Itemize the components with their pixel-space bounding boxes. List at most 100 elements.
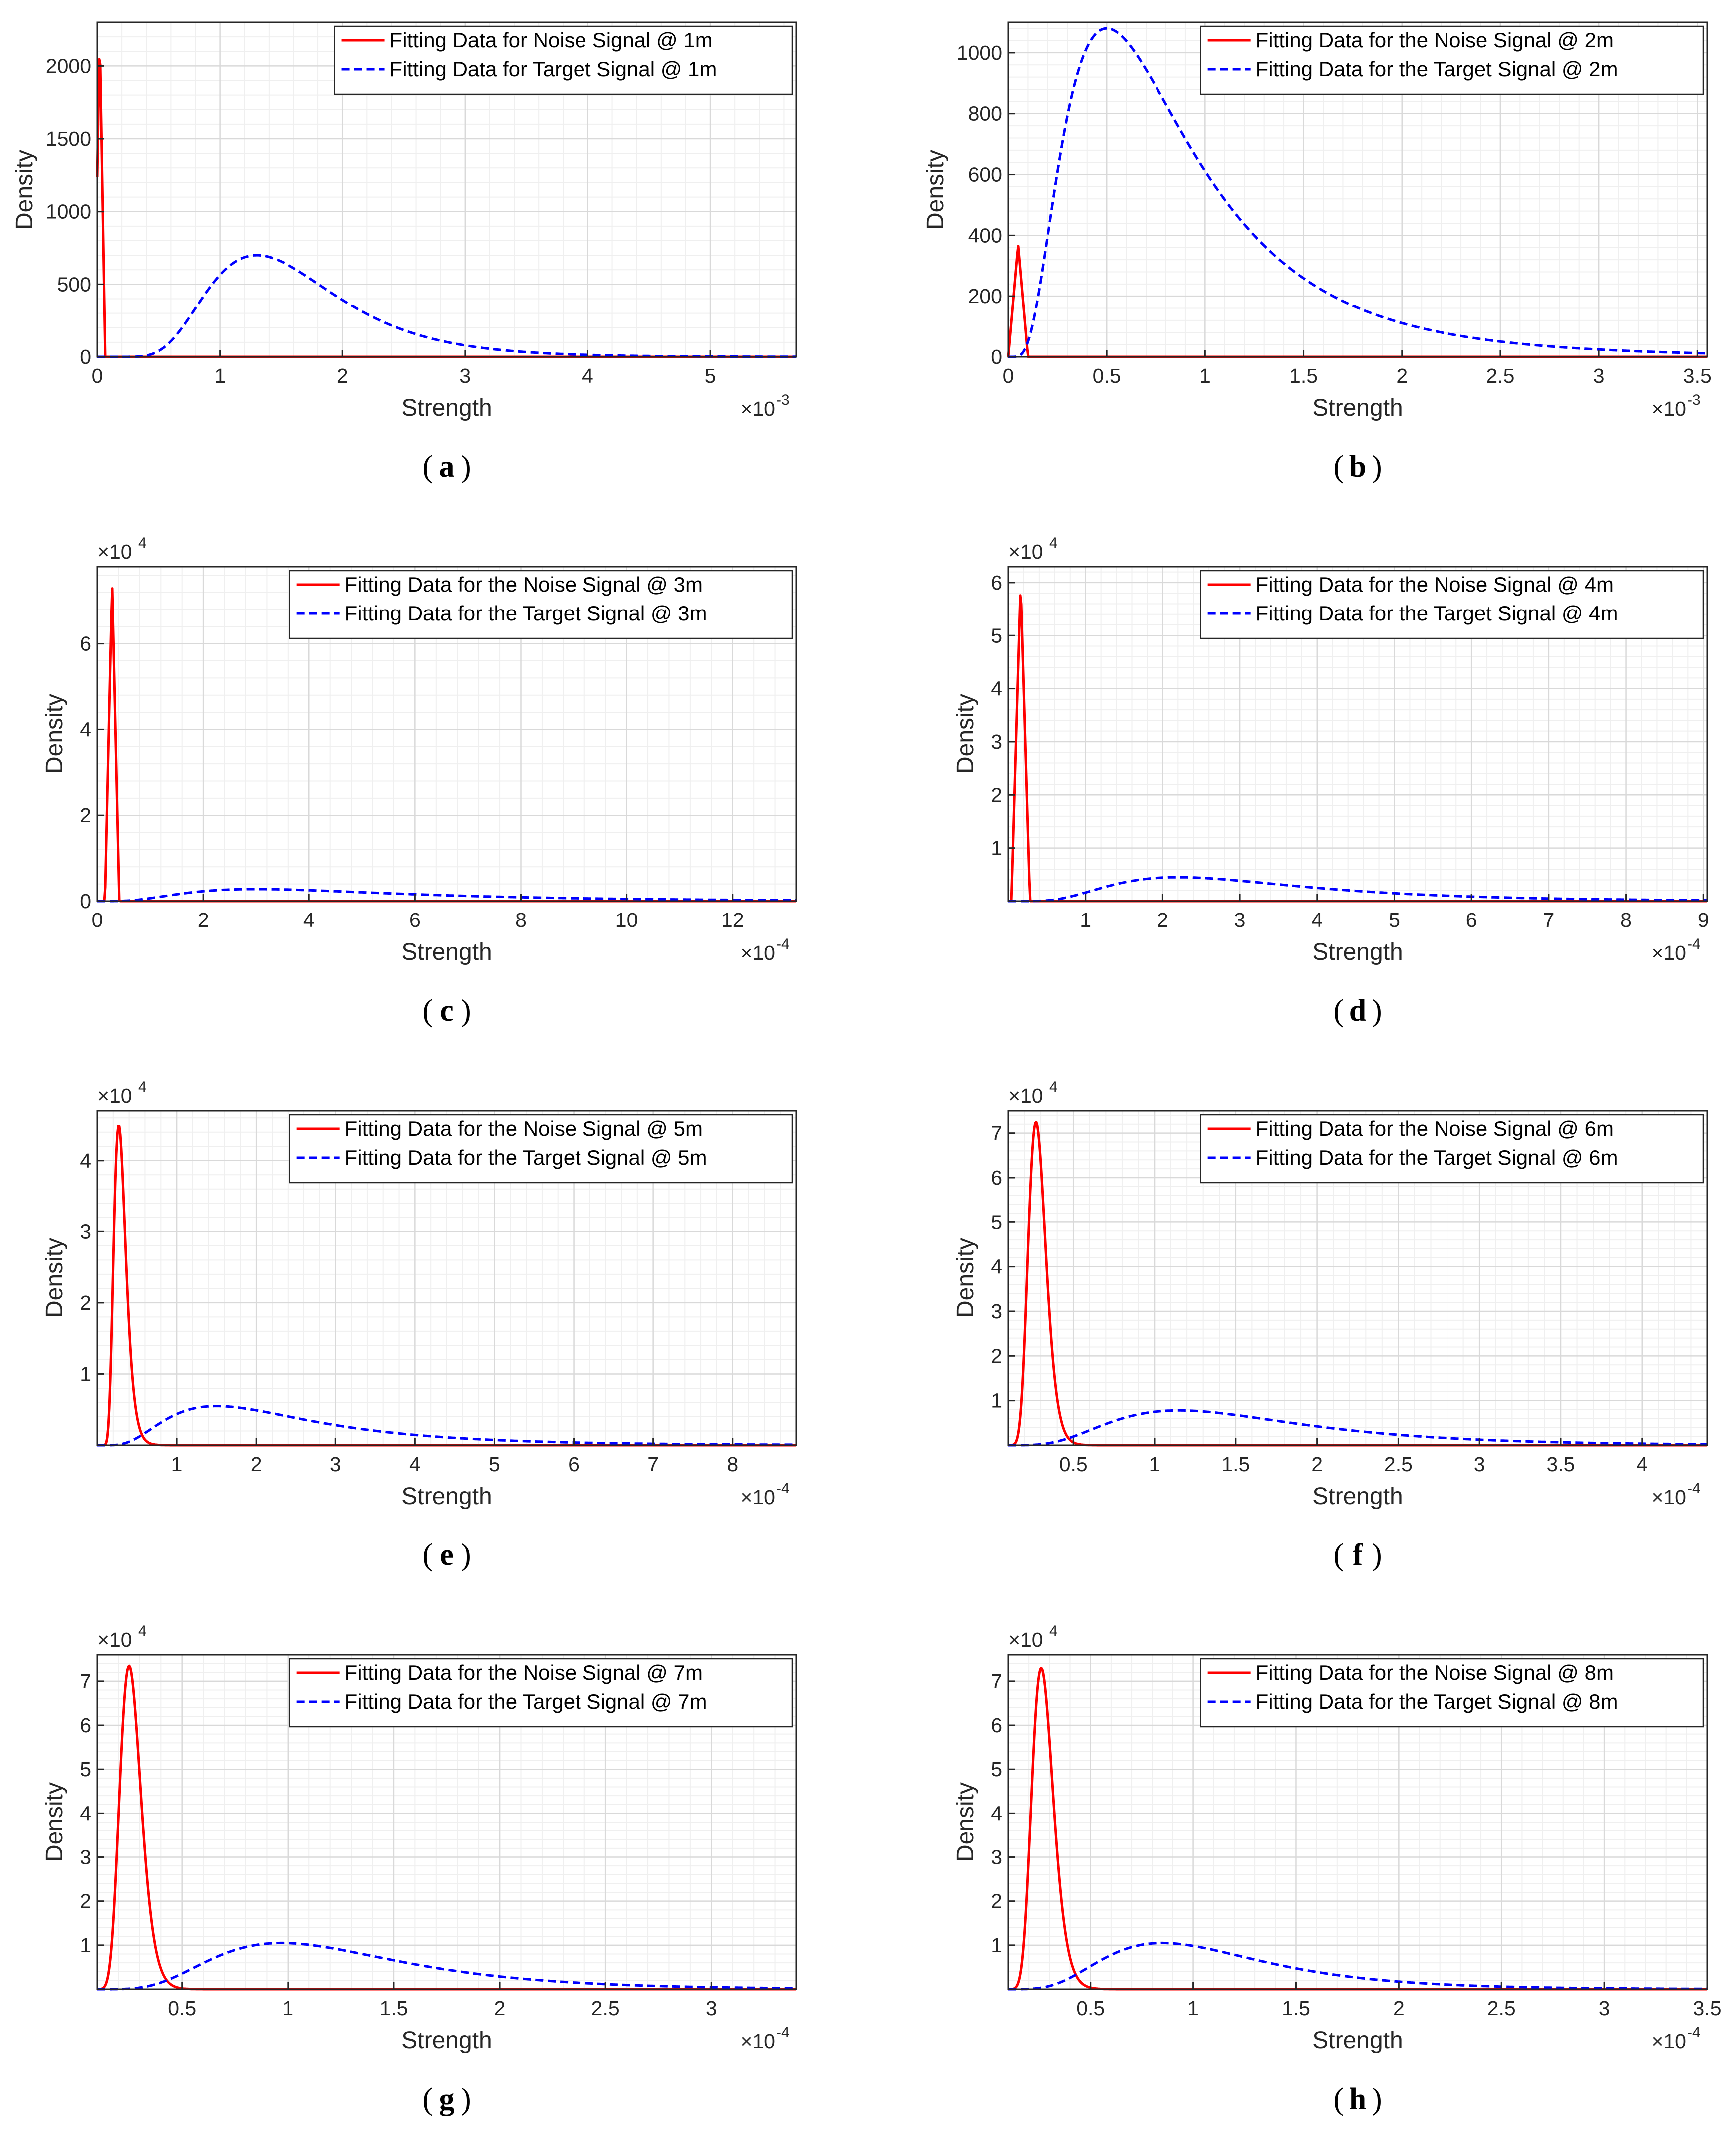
y-tick-label: 1 xyxy=(80,1934,91,1957)
x-tick-label: 2.5 xyxy=(1486,364,1514,387)
legend-box xyxy=(1200,1658,1704,1728)
y-axis-label: Density xyxy=(41,1782,68,1862)
x-tick-label: 2 xyxy=(1311,1453,1323,1476)
legend-entry-target: Fitting Data for Target Signal @ 1m xyxy=(390,57,717,81)
y-axis-label: Density xyxy=(11,150,38,230)
legend-entry-noise: Fitting Data for the Noise Signal @ 6m xyxy=(1256,1117,1614,1140)
caption-letter: g xyxy=(439,2082,455,2116)
x-axis-exponent: ×10 -3 xyxy=(1651,392,1700,420)
y-tick-label: 0 xyxy=(991,345,1002,368)
y-axis-label: Density xyxy=(41,1238,68,1318)
x-tick-label: 1.5 xyxy=(379,1997,408,2020)
x-tick-label: 3 xyxy=(1593,364,1605,387)
y-tick-label: 0 xyxy=(80,890,91,913)
caption-open-paren: ( xyxy=(1333,1538,1344,1572)
x-tick-label: 3.5 xyxy=(1683,364,1712,387)
y-axis-exponent: ×10 4 xyxy=(1008,1623,1058,1651)
caption-letter: b xyxy=(1349,450,1366,484)
x-exponent-power: -3 xyxy=(1687,392,1701,408)
x-tick-label: 0.5 xyxy=(1093,364,1121,387)
y-exponent-base: ×10 xyxy=(1008,540,1043,563)
y-exponent-base: ×10 xyxy=(1008,1628,1043,1651)
y-axis-label: Density xyxy=(41,694,68,774)
legend-entry-noise: Fitting Data for the Noise Signal @ 8m xyxy=(1256,1661,1614,1684)
caption-close-paren: ) xyxy=(1372,2082,1382,2116)
x-tick-label: 2.5 xyxy=(591,1997,620,2020)
y-tick-label: 2 xyxy=(991,1890,1002,1913)
panel-caption: (h) xyxy=(1333,2082,1382,2116)
x-axis-label: Strength xyxy=(401,1483,492,1510)
y-tick-label: 4 xyxy=(80,718,91,741)
x-axis-exponent: ×10 -4 xyxy=(1651,2024,1700,2053)
y-tick-label: 6 xyxy=(991,1166,1002,1189)
legend-box xyxy=(1200,25,1704,95)
x-tick-label: 2.5 xyxy=(1384,1453,1413,1476)
y-axis-exponent: ×10 4 xyxy=(1008,1079,1058,1107)
x-tick-label: 2 xyxy=(1396,364,1408,387)
x-exponent-power: -4 xyxy=(776,936,790,952)
legend: Fitting Data for the Noise Signal @ 2m Fi… xyxy=(1200,25,1704,95)
legend-entry-target: Fitting Data for the Target Signal @ 4m xyxy=(1256,602,1618,625)
x-tick-label: 0.5 xyxy=(1076,1997,1105,2020)
y-tick-label: 1 xyxy=(991,1934,1002,1957)
x-tick-label: 6 xyxy=(409,909,421,931)
axes-box xyxy=(96,1110,797,1446)
x-axis-label: Strength xyxy=(401,2027,492,2054)
x-axis-label: Strength xyxy=(401,395,492,421)
x-axis-exponent: ×10 -4 xyxy=(740,2024,789,2053)
legend-entry-noise: Fitting Data for Noise Signal @ 1m xyxy=(390,28,713,52)
y-tick-label: 1 xyxy=(80,1362,91,1385)
legend-entry-target: Fitting Data for the Target Signal @ 7m xyxy=(345,1690,707,1713)
x-exponent-power: -4 xyxy=(1687,936,1701,952)
y-exponent-base: ×10 xyxy=(97,1628,132,1651)
caption-open-paren: ( xyxy=(1333,2082,1344,2116)
y-tick-label: 1500 xyxy=(46,127,91,150)
y-exponent-power: 4 xyxy=(1049,1623,1058,1639)
x-tick-label: 5 xyxy=(1389,909,1400,931)
legend-box xyxy=(1200,1114,1704,1184)
x-tick-label: 7 xyxy=(647,1453,659,1476)
x-tick-label: 3 xyxy=(1234,909,1246,931)
legend: Fitting Data for the Noise Signal @ 4m Fi… xyxy=(1200,570,1704,639)
x-tick-label: 3.5 xyxy=(1546,1453,1575,1476)
legend-entry-noise: Fitting Data for the Noise Signal @ 3m xyxy=(345,573,703,596)
legend: Fitting Data for Noise Signal @ 1m Fittin… xyxy=(334,25,793,95)
y-tick-label: 3 xyxy=(80,1846,91,1869)
legend: Fitting Data for the Noise Signal @ 3m Fi… xyxy=(289,570,793,639)
y-axis-exponent: ×10 4 xyxy=(97,1079,147,1107)
panel-caption: (e) xyxy=(422,1538,471,1572)
y-tick-label: 4 xyxy=(80,1149,91,1172)
y-exponent-base: ×10 xyxy=(97,1084,132,1107)
y-tick-label: 6 xyxy=(80,1714,91,1737)
x-tick-label: 2.5 xyxy=(1487,1997,1516,2020)
panel-caption: (d) xyxy=(1333,994,1382,1028)
series-line-target xyxy=(1008,1409,1708,1447)
y-tick-label: 1 xyxy=(991,1389,1002,1412)
caption-letter: h xyxy=(1349,2082,1366,2116)
y-tick-label: 6 xyxy=(991,1714,1002,1737)
y-axis-exponent: ×10 4 xyxy=(97,535,147,563)
x-tick-label: 3 xyxy=(706,1997,717,2020)
panel-caption: (a) xyxy=(422,450,471,484)
x-axis-label: Strength xyxy=(1312,1483,1403,1510)
y-axis-exponent: ×10 4 xyxy=(1008,535,1058,563)
x-tick-label: 1 xyxy=(171,1453,183,1476)
x-tick-label: 2 xyxy=(494,1997,506,2020)
legend: Fitting Data for the Noise Signal @ 7m Fi… xyxy=(289,1658,793,1728)
legend-entry-target: Fitting Data for the Target Signal @ 8m xyxy=(1256,1690,1618,1713)
x-axis-exponent: ×10 -4 xyxy=(1651,1480,1700,1509)
legend-entry-noise: Fitting Data for the Noise Signal @ 5m xyxy=(345,1117,703,1140)
y-tick-label: 4 xyxy=(991,677,1002,700)
caption-open-paren: ( xyxy=(1333,994,1344,1028)
x-tick-label: 0 xyxy=(92,909,103,931)
y-tick-label: 5 xyxy=(80,1758,91,1781)
x-exponent-base: ×10 xyxy=(1651,397,1686,420)
x-tick-label: 1 xyxy=(1187,1997,1199,2020)
x-tick-label: 7 xyxy=(1543,909,1554,931)
x-tick-label: 2 xyxy=(198,909,209,931)
y-tick-label: 400 xyxy=(968,224,1002,247)
legend: Fitting Data for the Noise Signal @ 5m Fi… xyxy=(289,1114,793,1184)
y-axis-label: Density xyxy=(952,694,979,774)
